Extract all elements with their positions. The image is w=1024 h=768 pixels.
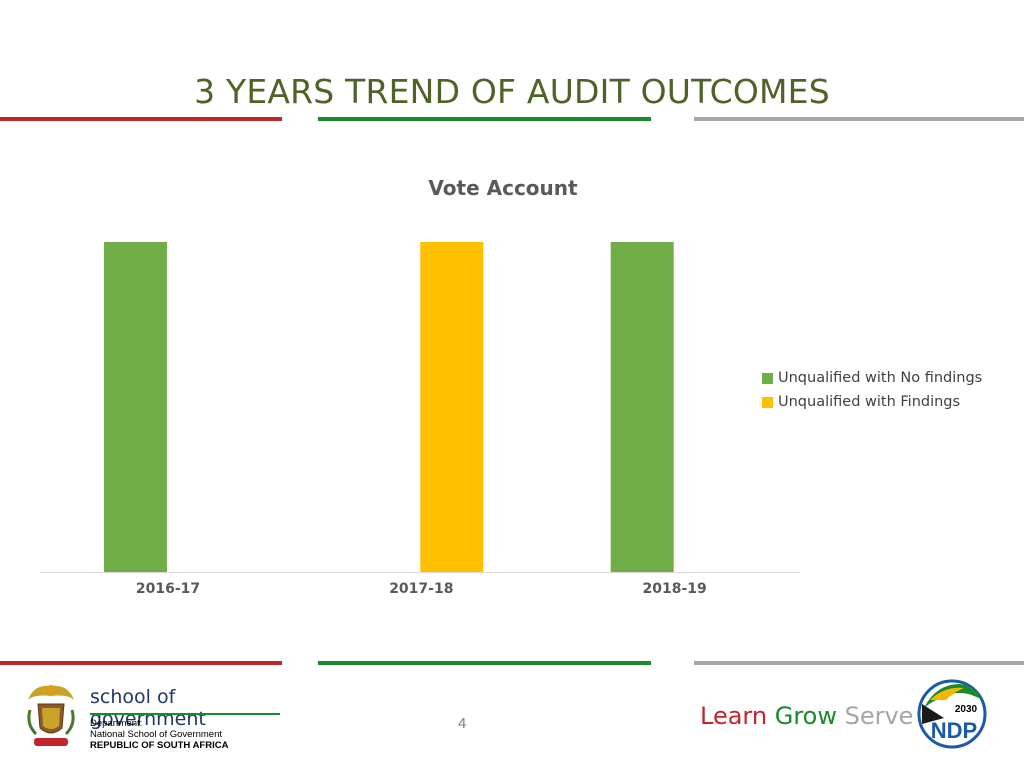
chart-legend: Unqualified with No findings Unqualified… — [762, 366, 982, 414]
slide-title: 3 YEARS TREND OF AUDIT OUTCOMES — [194, 72, 830, 111]
bar-chart: Vote Account 2016-17 2017-18 2018-19 — [40, 176, 800, 597]
chart-title: Vote Account — [428, 176, 578, 200]
coat-of-arms-icon — [27, 685, 75, 746]
legend-item-with-findings: Unqualified with Findings — [762, 390, 982, 414]
bar-2018-19-0 — [610, 242, 674, 572]
dept-line-3: REPUBLIC OF SOUTH AFRICA — [90, 740, 229, 751]
slogan-learn: Learn — [700, 702, 768, 730]
legend-swatch — [762, 372, 773, 384]
legend-item-no-findings: Unqualified with No findings — [762, 366, 982, 390]
top-green-rule — [318, 117, 651, 121]
top-grey-rule — [694, 117, 1024, 121]
brand-underline — [90, 713, 280, 715]
legend-swatch — [762, 396, 773, 408]
bottom-red-rule — [0, 661, 282, 665]
dept-line-2: National School of Government — [90, 729, 223, 740]
department-text: Department: National School of Governmen… — [90, 718, 228, 751]
slogan: Learn Grow Serve — [700, 702, 913, 730]
legend-label: Unqualified with No findings — [778, 370, 983, 386]
slogan-grow: Grow — [774, 702, 837, 730]
bottom-grey-rule — [694, 661, 1024, 665]
bar-2016-17-0 — [104, 242, 167, 572]
slogan-serve: Serve — [844, 702, 914, 730]
ndp-year: 2030 — [955, 704, 978, 715]
x-tick-label: 2017-18 — [389, 581, 453, 597]
x-tick-label: 2018-19 — [643, 581, 707, 597]
legend-label: Unqualified with Findings — [778, 394, 961, 410]
top-red-rule — [0, 117, 282, 121]
x-tick-label: 2016-17 — [136, 581, 200, 597]
dept-line-1: Department: — [90, 718, 143, 729]
ndp-text: NDP — [931, 718, 977, 743]
bottom-green-rule — [318, 661, 651, 665]
bar-2017-18-1 — [420, 242, 484, 572]
school-of-government-logo: school of government Department: Nationa… — [20, 678, 280, 758]
ndp-2030-logo-icon: 2030 NDP — [917, 679, 987, 749]
page-number: 4 — [458, 715, 467, 732]
